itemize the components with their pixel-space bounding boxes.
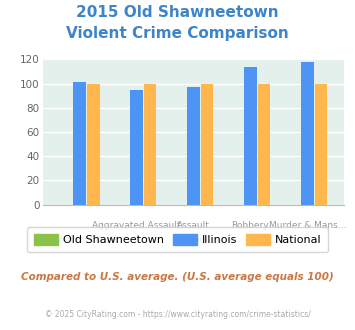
Bar <box>315 83 327 205</box>
Text: Robbery: Robbery <box>231 221 269 230</box>
Text: Assault: Assault <box>177 221 210 230</box>
Bar <box>87 83 99 205</box>
Bar <box>258 83 271 205</box>
Bar <box>130 90 143 205</box>
Bar <box>73 82 86 205</box>
Bar <box>301 62 313 205</box>
Bar <box>187 87 200 205</box>
Text: All Violent Crime: All Violent Crime <box>42 235 118 244</box>
Text: © 2025 CityRating.com - https://www.cityrating.com/crime-statistics/: © 2025 CityRating.com - https://www.city… <box>45 310 310 319</box>
Bar <box>144 83 157 205</box>
Text: Rape: Rape <box>182 235 205 244</box>
Legend: Old Shawneetown, Illinois, National: Old Shawneetown, Illinois, National <box>27 227 328 252</box>
Text: Compared to U.S. average. (U.S. average equals 100): Compared to U.S. average. (U.S. average … <box>21 272 334 282</box>
Text: Aggravated Assault: Aggravated Assault <box>92 221 181 230</box>
Text: Murder & Mans...: Murder & Mans... <box>269 221 346 230</box>
Bar <box>244 67 257 205</box>
Text: 2015 Old Shawneetown: 2015 Old Shawneetown <box>76 5 279 20</box>
Text: Violent Crime Comparison: Violent Crime Comparison <box>66 26 289 41</box>
Bar <box>201 83 213 205</box>
